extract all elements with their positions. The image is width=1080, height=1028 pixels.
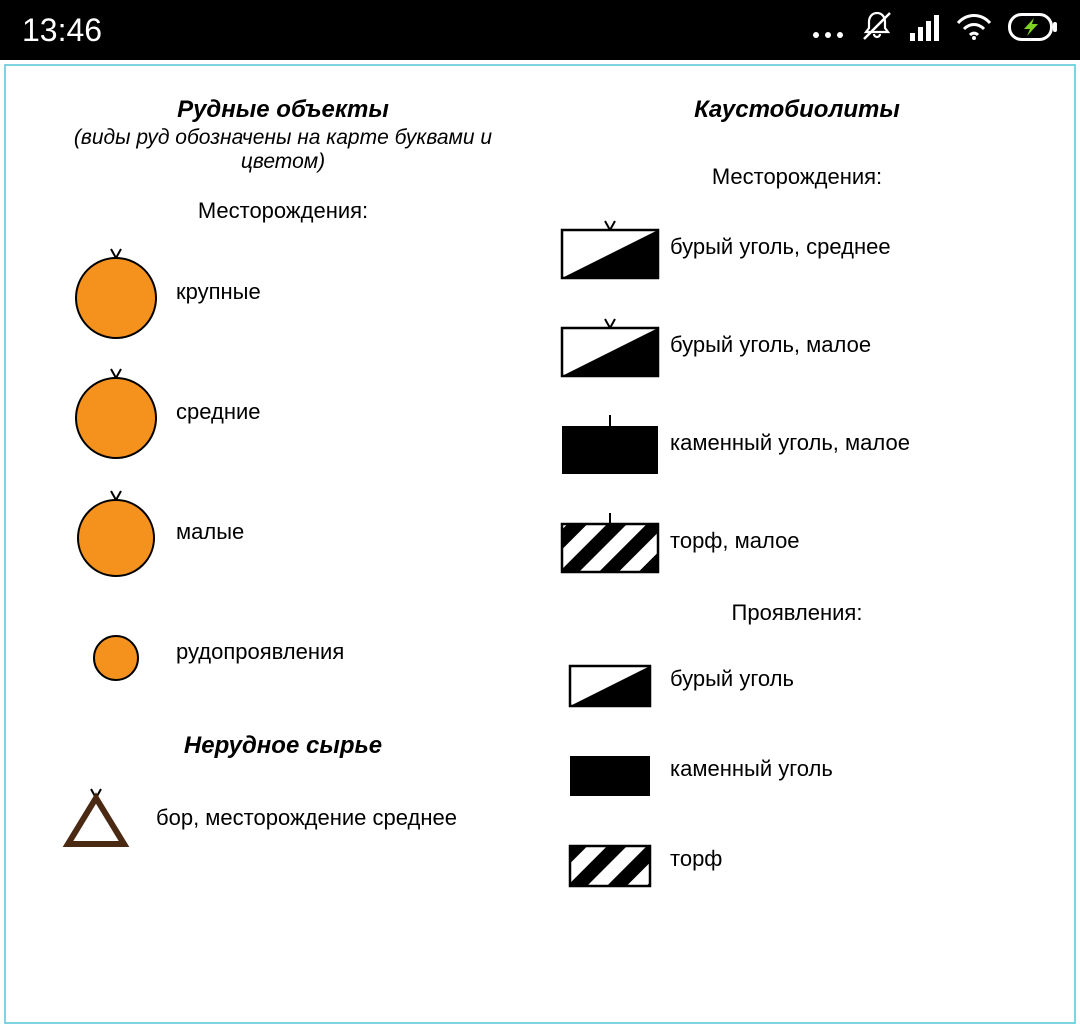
legend-label: крупные xyxy=(176,279,261,305)
legend-label: каменный уголь xyxy=(670,756,833,782)
diag_stripes_stem-symbol xyxy=(550,502,670,580)
legend-row: бурый уголь, малое xyxy=(550,306,1044,384)
half_diag-symbol xyxy=(550,644,670,714)
legend-row: бурый уголь xyxy=(550,644,1044,714)
right-column: Каустобиолиты Месторождения: бурый уголь… xyxy=(540,96,1054,1002)
legend-label: рудопроявления xyxy=(176,639,344,665)
legend-label: бурый уголь, среднее xyxy=(670,234,891,260)
diag_stripes-symbol xyxy=(550,824,670,894)
circle_stem-symbol xyxy=(56,482,176,582)
legend-row: каменный уголь xyxy=(550,734,1044,804)
legend-label: малые xyxy=(176,519,244,545)
legend-row: крупные xyxy=(56,242,530,342)
left-section2-title: Нерудное сырье xyxy=(36,732,530,760)
left-title: Рудные объекты xyxy=(36,96,530,124)
legend-label: бурый уголь xyxy=(670,666,794,692)
legend-label: бор, месторождение среднее xyxy=(156,805,457,831)
clock: 13:46 xyxy=(22,12,102,49)
legend-label: торф xyxy=(670,846,722,872)
wifi-icon xyxy=(956,12,992,49)
legend-row: средние xyxy=(56,362,530,462)
status-bar: 13:46 xyxy=(0,0,1080,60)
legend-label: каменный уголь, малое xyxy=(670,430,910,456)
left-subtitle: (виды руд обозначены на карте буквами и … xyxy=(36,126,530,174)
dots-icon xyxy=(812,12,844,49)
legend-row: рудопроявления xyxy=(56,602,530,702)
legend-row: бор, месторождение среднее xyxy=(36,778,530,858)
left-section1: Месторождения: xyxy=(36,198,530,224)
legend-row: торф, малое xyxy=(550,502,1044,580)
legend-row: малые xyxy=(56,482,530,582)
solid_stem-symbol xyxy=(550,404,670,482)
legend-row: каменный уголь, малое xyxy=(550,404,1044,482)
legend-label: бурый уголь, малое xyxy=(670,332,871,358)
circle-symbol xyxy=(56,602,176,702)
signal-icon xyxy=(910,12,940,49)
left-column: Рудные объекты (виды руд обозначены на к… xyxy=(26,96,540,1002)
right-section1: Месторождения: xyxy=(550,164,1044,190)
circle_stem-symbol xyxy=(56,242,176,342)
legend-label: средние xyxy=(176,399,261,425)
right-section2: Проявления: xyxy=(550,600,1044,626)
triangle-stem-symbol xyxy=(36,778,156,858)
half_diag_stem-symbol xyxy=(550,208,670,286)
legend-label: торф, малое xyxy=(670,528,800,554)
bell-mute-icon xyxy=(860,9,894,51)
status-icons xyxy=(812,9,1058,51)
solid-symbol xyxy=(550,734,670,804)
battery-charging-icon xyxy=(1008,12,1058,49)
legend-frame: Рудные объекты (виды руд обозначены на к… xyxy=(4,64,1076,1024)
legend-row: торф xyxy=(550,824,1044,894)
legend-row: бурый уголь, среднее xyxy=(550,208,1044,286)
half_diag_stem-symbol xyxy=(550,306,670,384)
right-title: Каустобиолиты xyxy=(550,96,1044,124)
circle_stem-symbol xyxy=(56,362,176,462)
